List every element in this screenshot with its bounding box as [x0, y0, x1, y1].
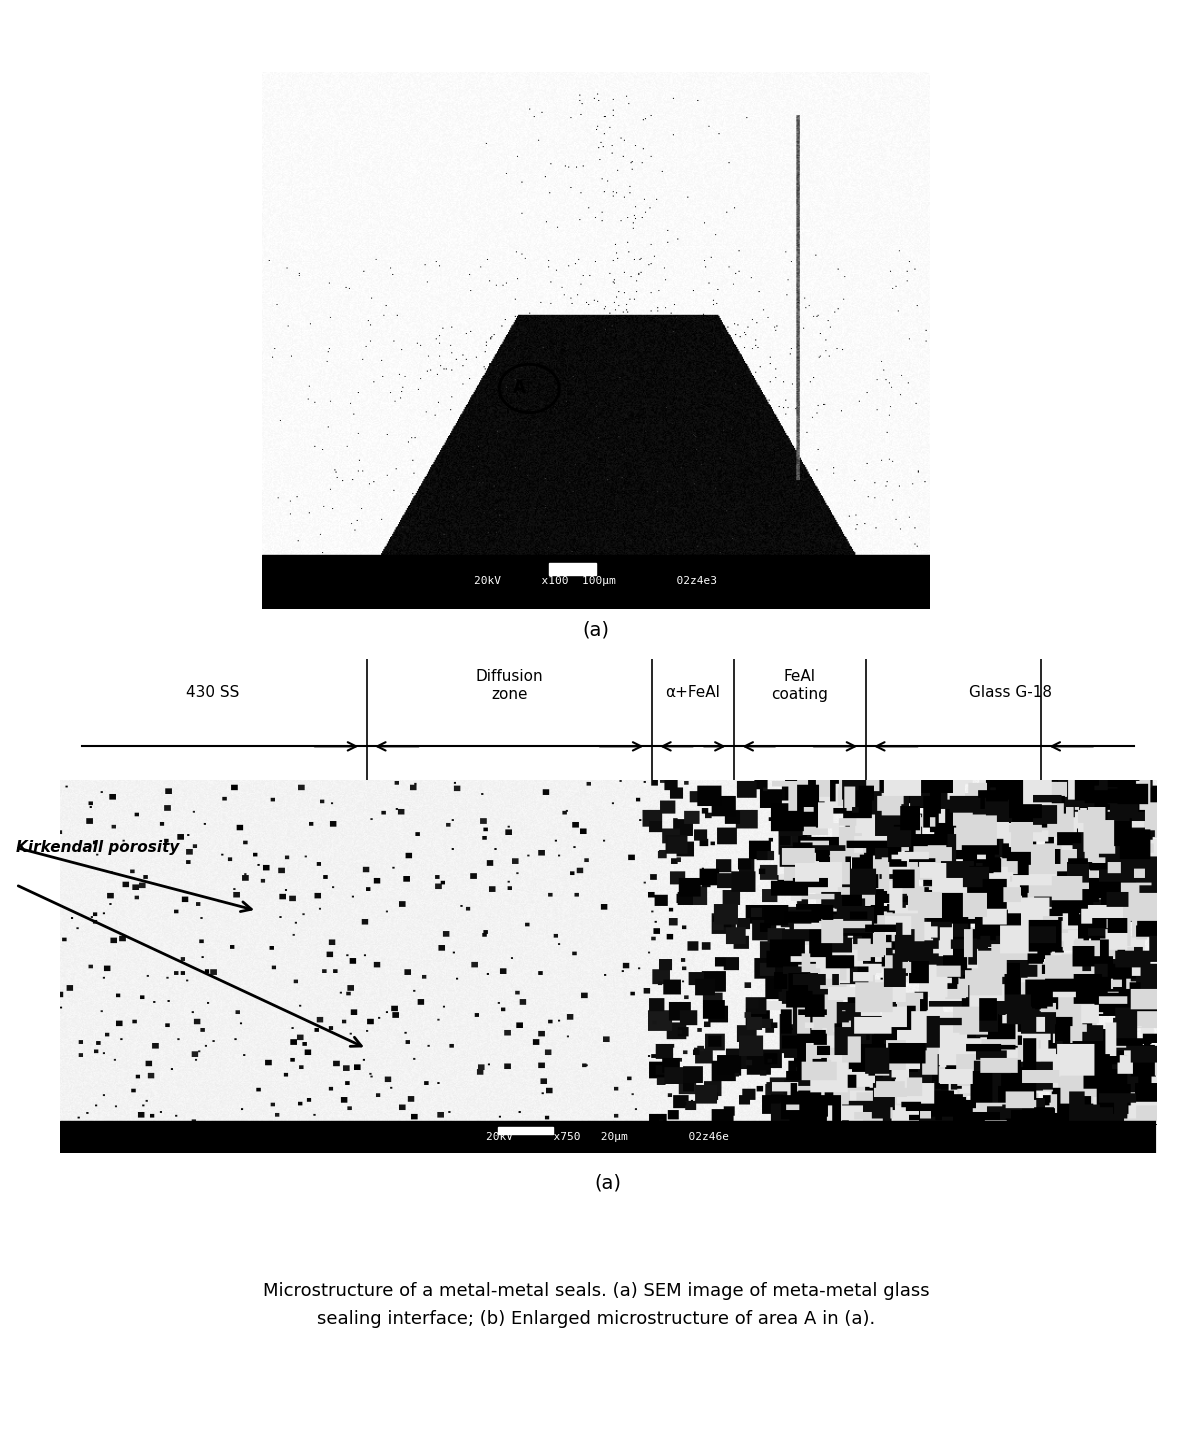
Text: (a): (a) — [583, 620, 609, 640]
Bar — [60, 1121, 1156, 1153]
Text: FeAl
coating: FeAl coating — [771, 669, 828, 702]
Text: (a): (a) — [595, 1173, 621, 1193]
Text: α+FeAl: α+FeAl — [665, 686, 720, 700]
Text: A: A — [513, 379, 526, 398]
Bar — [550, 563, 596, 574]
Text: Microstructure of a metal-metal seals. (a) SEM image of meta-metal glass
sealing: Microstructure of a metal-metal seals. (… — [262, 1283, 930, 1327]
Text: 20kV      x100  100μm         02z4e3: 20kV x100 100μm 02z4e3 — [474, 576, 718, 586]
Text: Kirkendall porosity: Kirkendall porosity — [15, 841, 179, 855]
Text: Glass G-18: Glass G-18 — [969, 686, 1053, 700]
Text: 430 SS: 430 SS — [186, 686, 240, 700]
Text: 20kV      x750   20μm         02z46e: 20kV x750 20μm 02z46e — [486, 1133, 730, 1143]
Text: Diffusion
zone: Diffusion zone — [476, 669, 544, 702]
Bar — [262, 556, 930, 609]
Bar — [498, 1127, 553, 1134]
